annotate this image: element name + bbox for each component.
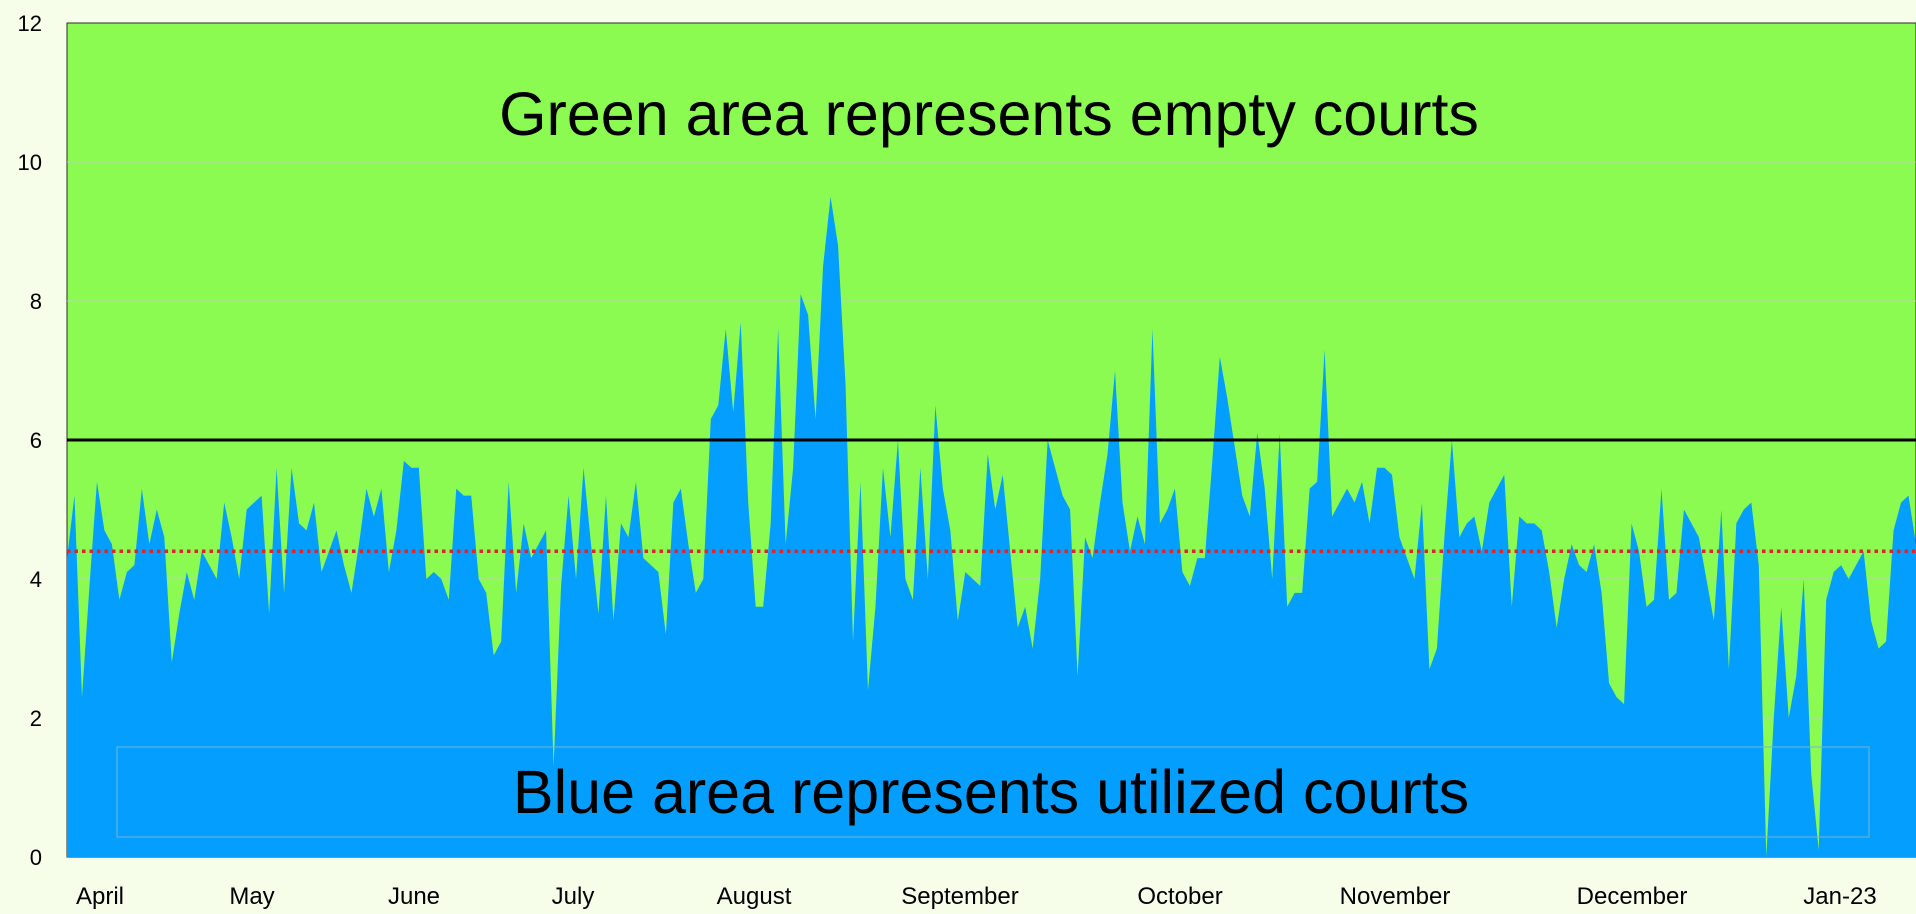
- x-tick-label: May: [229, 883, 274, 909]
- utilized-courts-area: [67, 196, 1916, 857]
- x-tick-label: August: [717, 883, 792, 909]
- x-tick-label: June: [388, 883, 440, 909]
- reference-lines: [67, 438, 1916, 553]
- y-tick-label: 2: [30, 706, 42, 731]
- y-tick-label: 0: [30, 845, 42, 870]
- x-tick-label: December: [1577, 883, 1688, 909]
- x-tick-label: April: [76, 883, 124, 909]
- x-tick-label: November: [1340, 883, 1451, 909]
- annotation-frame: [116, 746, 1870, 838]
- y-tick-label: 12: [18, 11, 42, 36]
- y-axis-tick-labels: 0 2 4 6 8 10 12: [18, 11, 42, 870]
- x-tick-label: Jan-23: [1803, 883, 1876, 909]
- x-axis-month-labels: April May June July August September October No…: [76, 883, 1877, 910]
- y-tick-label: 4: [30, 567, 42, 592]
- empty-courts-annotation: Green area represents empty courts: [499, 80, 1479, 148]
- y-tick-label: 8: [30, 289, 42, 314]
- y-tick-label: 10: [18, 150, 42, 175]
- utilized-courts-annotation: Blue area represents utilized courts: [513, 758, 1469, 826]
- x-tick-label: September: [901, 883, 1018, 909]
- x-tick-label: October: [1137, 883, 1222, 909]
- y-tick-label: 6: [30, 428, 42, 453]
- x-tick-label: July: [552, 883, 595, 909]
